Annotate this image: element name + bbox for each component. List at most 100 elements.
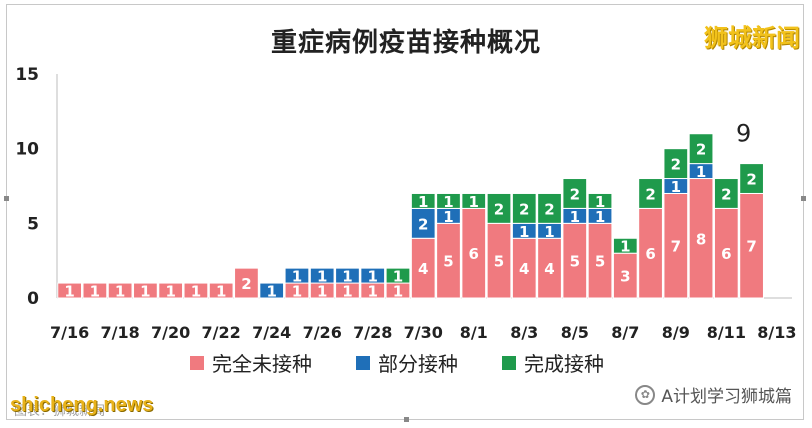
data-label: 1 — [342, 268, 352, 286]
x-tick-label: 8/9 — [662, 323, 690, 342]
bar-segment-full — [385, 267, 411, 284]
y-tick-label: 15 — [15, 65, 39, 85]
bar-segment-full — [486, 192, 512, 224]
bar-segment-unvaccinated — [208, 282, 234, 299]
brand-logo-text: 狮城新闻 — [704, 24, 800, 52]
data-label: 4 — [418, 260, 428, 278]
bar-segment-unvaccinated — [107, 282, 133, 299]
data-label: 2 — [570, 185, 580, 203]
data-label: 1 — [418, 193, 428, 211]
data-label: 1 — [342, 283, 352, 301]
data-label: 1 — [595, 193, 605, 211]
data-label: 1 — [393, 283, 403, 301]
y-tick-label: 10 — [15, 140, 39, 160]
wechat-icon: ✿ — [635, 384, 656, 405]
data-label: 1 — [544, 223, 554, 241]
x-tick-label: 7/16 — [50, 323, 89, 342]
bar-segment-full — [612, 237, 638, 254]
resize-handle-bottom[interactable] — [404, 417, 409, 422]
x-tick-label: 8/5 — [561, 323, 589, 342]
data-label: 5 — [494, 253, 504, 271]
x-tick-label: 7/18 — [101, 323, 140, 342]
data-label: 8 — [696, 230, 706, 248]
bar-segment-full — [587, 192, 613, 209]
chart-legend: 完全未接种 部分接种 完成接种 — [190, 348, 604, 377]
bar-segment-unvaccinated — [133, 282, 158, 299]
data-label: 2 — [746, 171, 756, 189]
data-label: 3 — [620, 268, 630, 286]
x-tick-label: 7/24 — [252, 323, 291, 342]
data-label: 1 — [368, 283, 378, 301]
data-label: 1 — [191, 283, 201, 301]
bar-segment-full — [739, 163, 764, 194]
bar-segment-partial — [259, 282, 285, 299]
bar-segment-unvaccinated — [158, 282, 184, 299]
watermark-account: ✿ A计划学习狮城篇 — [635, 382, 792, 407]
data-label: 2 — [494, 200, 504, 218]
chart-title: 重症病例疫苗接种概况 — [270, 28, 541, 58]
data-label: 1 — [90, 283, 100, 301]
data-label: 1 — [216, 283, 226, 301]
bar-segment-full — [461, 192, 487, 209]
watermark-account-label: A计划学习狮城篇 — [661, 387, 792, 407]
data-label: 4 — [519, 260, 529, 278]
bar-segment-unvaccinated — [234, 267, 259, 299]
bar-segment-full — [537, 192, 562, 224]
bar-segment-unvaccinated — [82, 282, 108, 299]
data-label: 1 — [115, 283, 125, 301]
data-label: 2 — [671, 156, 681, 174]
legend-item-unvaccinated: 完全未接种 — [190, 348, 312, 377]
data-label: 2 — [721, 185, 731, 203]
bar-segment-full — [511, 192, 537, 224]
legend-swatch-unvaccinated — [190, 355, 204, 370]
x-tick-label: 8/1 — [460, 323, 488, 342]
data-label: 2 — [645, 185, 655, 203]
bar-segment-unvaccinated — [57, 282, 82, 299]
y-tick-label: 0 — [27, 289, 39, 309]
data-label: 1 — [140, 283, 150, 301]
data-label: 6 — [721, 245, 731, 263]
resize-handle-right[interactable] — [801, 196, 806, 201]
data-label: 5 — [443, 253, 453, 271]
resize-handle-left[interactable] — [4, 196, 9, 201]
data-label: 1 — [595, 208, 605, 226]
bar-segment-full — [663, 148, 689, 180]
bar-segment-full — [713, 178, 739, 209]
bar-segment-partial — [360, 267, 386, 284]
data-label: 2 — [418, 215, 428, 233]
legend-label-partial: 部分接种 — [378, 352, 458, 376]
data-label: 1 — [368, 268, 378, 286]
bar-segment-full — [436, 192, 461, 209]
data-label: 2 — [241, 275, 251, 293]
legend-swatch-partial — [356, 355, 370, 370]
data-label: 1 — [671, 178, 681, 196]
x-tick-label: 7/30 — [404, 323, 443, 342]
x-tick-label: 7/22 — [202, 323, 241, 342]
data-label: 1 — [469, 193, 479, 211]
data-label: 6 — [469, 245, 479, 263]
data-label: 1 — [393, 268, 403, 286]
x-tick-label: 8/7 — [611, 323, 639, 342]
data-label: 1 — [292, 268, 302, 286]
data-label: 5 — [595, 253, 605, 271]
data-label: 1 — [519, 223, 529, 241]
legend-label-unvaccinated: 完全未接种 — [212, 352, 312, 376]
data-label: 1 — [317, 283, 327, 301]
data-label: 1 — [696, 163, 706, 181]
data-label: 2 — [519, 200, 529, 218]
data-label: 1 — [443, 193, 453, 211]
data-label: 1 — [165, 283, 175, 301]
bar-segment-full — [562, 178, 588, 209]
bar-segment-unvaccinated — [183, 282, 209, 299]
bar-segment-full — [410, 192, 436, 209]
data-label: 2 — [544, 200, 554, 218]
data-label: 1 — [317, 268, 327, 286]
watermark-caption: 图表：狮城新闻 — [14, 404, 106, 419]
data-label: 7 — [746, 238, 756, 256]
bar-segment-full — [638, 178, 663, 209]
legend-label-full: 完成接种 — [524, 352, 604, 376]
bar-segment-partial — [309, 267, 335, 284]
x-tick-label: 8/13 — [757, 323, 796, 342]
legend-item-full: 完成接种 — [502, 348, 604, 377]
